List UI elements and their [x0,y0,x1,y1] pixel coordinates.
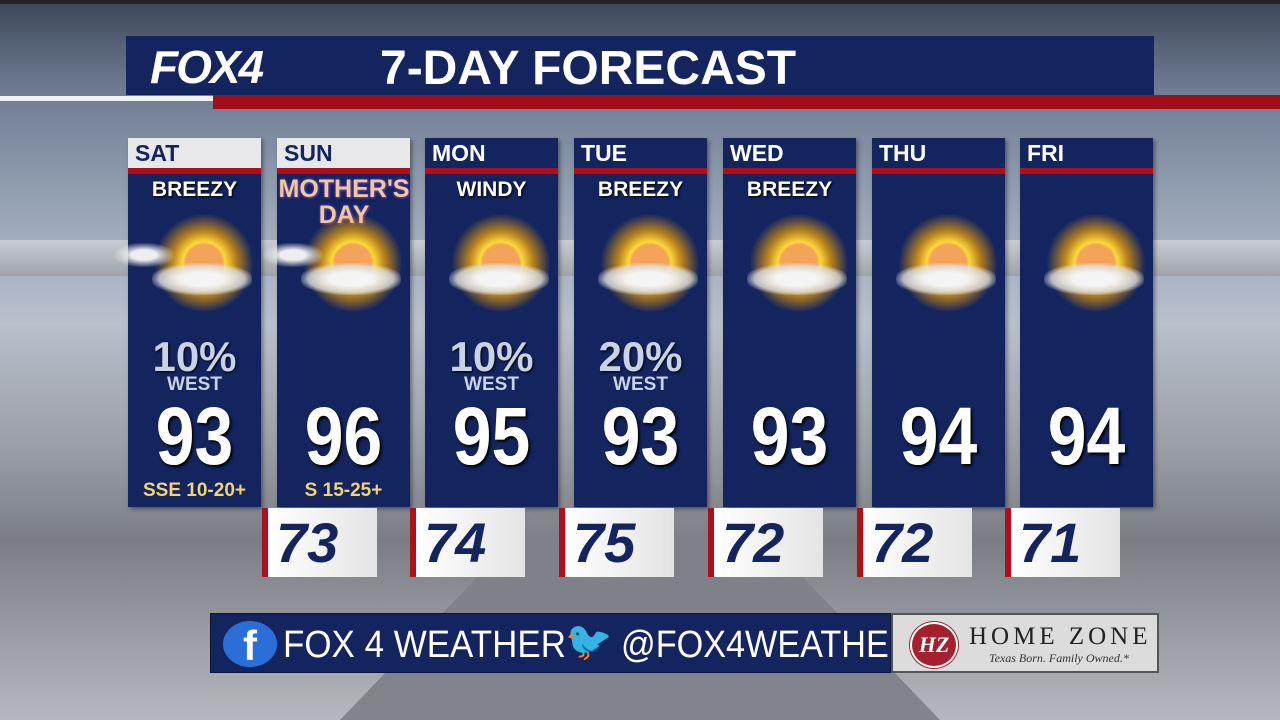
wind-direction: WEST [167,374,222,395]
wind-direction: WEST [613,374,668,395]
precip-chance: 10% [152,333,237,380]
social-bar: f FOX 4 WEATHER 🐦 @FOX4WEATHER [210,613,914,673]
low-temp: 75 [559,508,674,577]
low-temp: 71 [1005,508,1120,577]
wind-direction: WEST [464,374,519,395]
page-title: 7-DAY FORECAST [380,42,797,95]
sponsor-name: HOME ZONE [969,623,1152,650]
day-column-thu: THU 94 [872,138,1005,507]
divider-red [213,95,1280,109]
partly-cloudy-sun-icon [739,213,849,313]
day-column-sat: SAT BREEZY 10% WEST 93 SSE 10-20+ [114,138,261,507]
partly-cloudy-sun-icon [590,213,700,313]
divider-white [0,96,213,101]
partly-cloudy-sun-icon [888,213,998,313]
high-temp: 93 [155,391,234,482]
day-column-mon: MON WINDY 10% WEST 95 [425,138,558,507]
top-border [0,0,1280,4]
low-temp: 72 [857,508,972,577]
low-temp: 73 [262,508,377,577]
condition-label: WINDY [456,178,527,201]
partly-cloudy-sun-icon [114,213,254,313]
wind-speed: S 15-25+ [304,480,383,501]
fox4-logo: FOX4 [150,41,264,93]
title-bar [126,36,1154,95]
day-label: TUE [574,138,707,174]
partly-cloudy-sun-icon [263,213,403,313]
high-temp: 93 [601,391,680,482]
facebook-handle: FOX 4 WEATHER [283,624,566,666]
sponsor-box: HZ HOME ZONE Texas Born. Family Owned.* [891,613,1159,673]
day-label: THU [872,138,1005,174]
high-temp: 96 [304,391,383,482]
facebook-icon: f [223,621,277,669]
condition-label: BREEZY [151,178,238,201]
condition-label: BREEZY [746,178,833,201]
wind-speed: SSE 10-20+ [143,480,246,501]
day-column-wed: WED BREEZY 93 [723,138,856,507]
day-column-sun: SUN MOTHER'S DAY 96 S 15-25+ [263,138,410,507]
day-column-tue: TUE BREEZY 20% WEST 93 [574,138,707,507]
low-temp: 74 [410,508,525,577]
day-label: WED [723,138,856,174]
partly-cloudy-sun-icon [441,213,551,313]
high-temp: 93 [750,391,829,482]
precip-chance: 10% [449,333,534,380]
day-label: SUN [277,138,410,174]
condition-label: BREEZY [597,178,684,201]
high-temp: 95 [452,391,531,482]
day-label: FRI [1020,138,1153,174]
partly-cloudy-sun-icon [1036,213,1146,313]
day-label: SAT [128,138,261,174]
precip-chance: 20% [598,333,683,380]
day-label: MON [425,138,558,174]
high-temp: 94 [1047,391,1126,482]
home-zone-logo: HZ [910,622,958,668]
high-temp: 94 [899,391,978,482]
low-temp: 72 [708,508,823,577]
twitter-handle: @FOX4WEATHER [621,624,914,666]
sponsor-tagline: Texas Born. Family Owned.* [989,651,1129,665]
day-column-fri: FRI 94 [1020,138,1153,507]
twitter-icon: 🐦 [565,621,613,663]
